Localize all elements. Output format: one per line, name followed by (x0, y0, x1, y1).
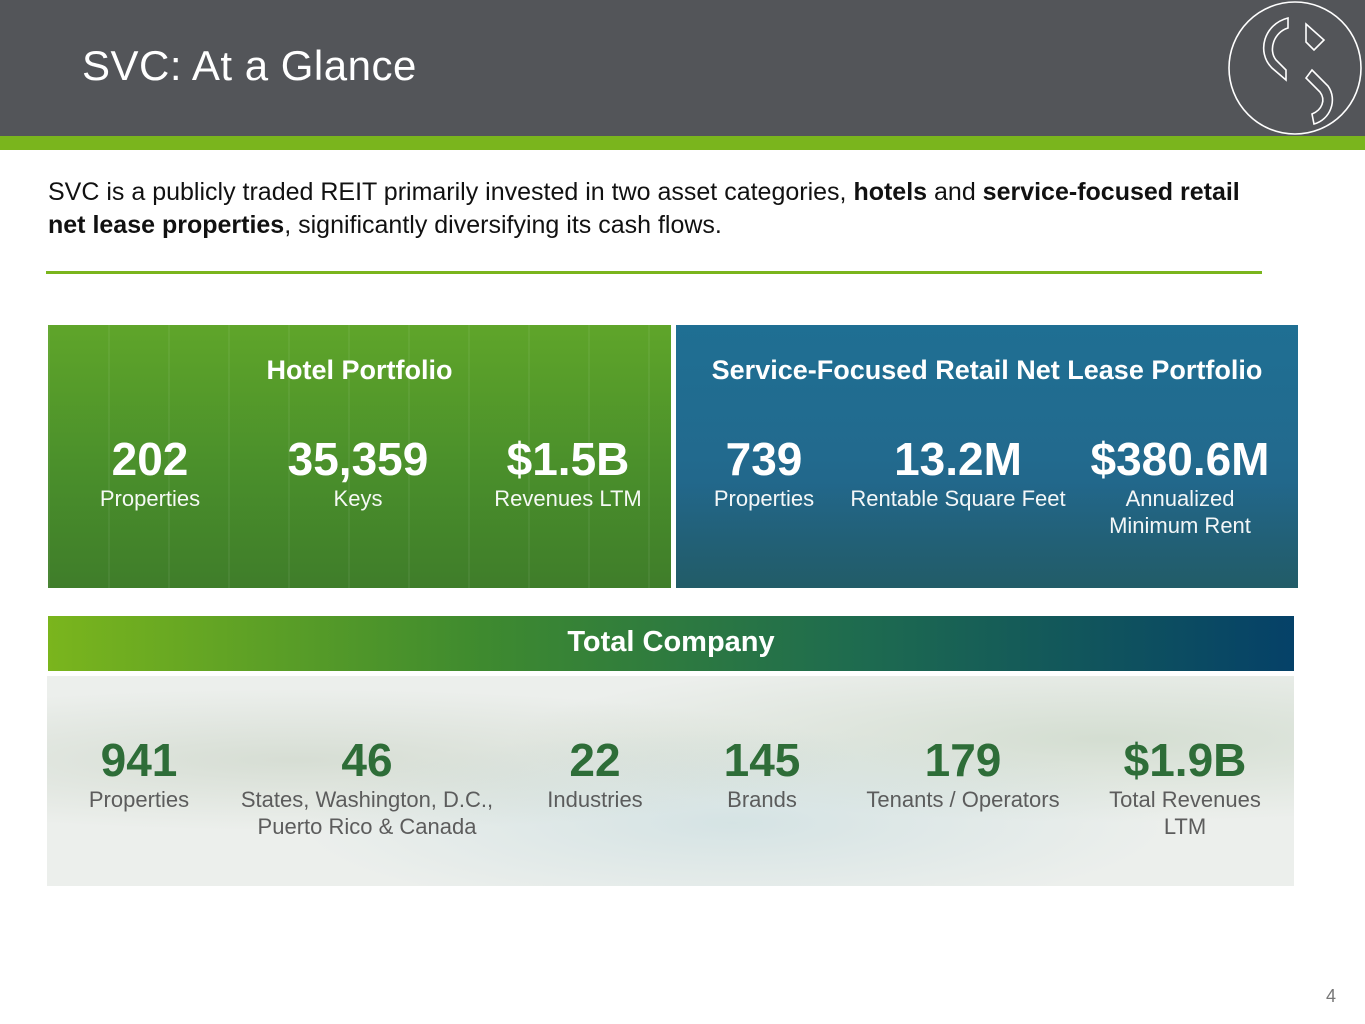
retail-square-feet-stat: 13.2M Rentable Square Feet (842, 433, 1074, 512)
hotel-revenues-stat: $1.5B Revenues LTM (478, 433, 658, 512)
page-title: SVC: At a Glance (82, 42, 417, 89)
stat-label: Properties (713, 486, 815, 511)
page-number: 4 (1326, 986, 1337, 1006)
hotel-keys-stat: 35,359 Keys (258, 433, 458, 512)
stat-value: 145 (723, 734, 801, 786)
total-company-bar: Total Company (48, 616, 1294, 671)
hotel-properties-stat: 202 Properties (70, 433, 230, 512)
stat-value: 35,359 (287, 433, 429, 485)
stat-label-line2: Puerto Rico & Canada (257, 814, 477, 839)
stat-label: Revenues LTM (494, 486, 642, 511)
stat-value: $380.6M (1090, 433, 1270, 485)
stat-value: 179 (924, 734, 1002, 786)
stat-label: Properties (99, 486, 201, 511)
total-company-panel: 941 Properties 46 States, Washington, D.… (47, 676, 1294, 886)
hotel-portfolio-title: Hotel Portfolio (266, 355, 453, 385)
stat-value: 739 (725, 433, 803, 485)
stat-value: 202 (111, 433, 189, 485)
stat-label: Total Revenues (1109, 787, 1261, 812)
stat-value: 22 (569, 734, 621, 786)
intro-text: SVC is a publicly traded REIT primarily … (48, 178, 1240, 239)
stat-value: $1.5B (506, 433, 630, 485)
stat-label: States, Washington, D.C., (240, 787, 494, 812)
retail-portfolio-panel: Service-Focused Retail Net Lease Portfol… (676, 325, 1298, 588)
total-tenants-stat: 179 Tenants / Operators (853, 734, 1073, 813)
total-properties-stat: 941 Properties (69, 734, 209, 813)
stat-label: Tenants / Operators (866, 787, 1060, 812)
total-brands-stat: 145 Brands (692, 734, 832, 813)
retail-properties-stat: 739 Properties (694, 433, 834, 512)
divider (46, 271, 1262, 274)
header: SVC: At a Glance (0, 0, 1365, 136)
total-company-title: Total Company (567, 626, 775, 658)
header-accent-bar (0, 136, 1365, 150)
total-industries-stat: 22 Industries (525, 734, 665, 813)
stat-value: 46 (341, 734, 393, 786)
stat-value: 13.2M (894, 433, 1022, 485)
stat-label: Properties (88, 787, 190, 812)
stat-label-line2: LTM (1163, 814, 1207, 839)
stat-label: Annualized (1125, 486, 1235, 511)
stat-label: Industries (547, 787, 643, 812)
stat-label-line2: Minimum Rent (1109, 513, 1251, 538)
background-image (47, 676, 1294, 886)
retail-minimum-rent-stat: $380.6M Annualized Minimum Rent (1080, 433, 1280, 539)
stat-label: Brands (727, 787, 797, 812)
total-revenues-stat: $1.9B Total Revenues LTM (1095, 734, 1275, 840)
svc-logo-icon (1228, 1, 1362, 135)
stat-value: $1.9B (1123, 734, 1247, 786)
stat-label: Keys (333, 486, 383, 511)
stat-value: 941 (100, 734, 178, 786)
hotel-portfolio-panel: Hotel Portfolio 202 Properties 35,359 Ke… (48, 325, 671, 588)
retail-portfolio-title: Service-Focused Retail Net Lease Portfol… (711, 355, 1263, 385)
total-states-stat: 46 States, Washington, D.C., Puerto Rico… (227, 734, 507, 840)
stat-label: Rentable Square Feet (850, 486, 1066, 511)
